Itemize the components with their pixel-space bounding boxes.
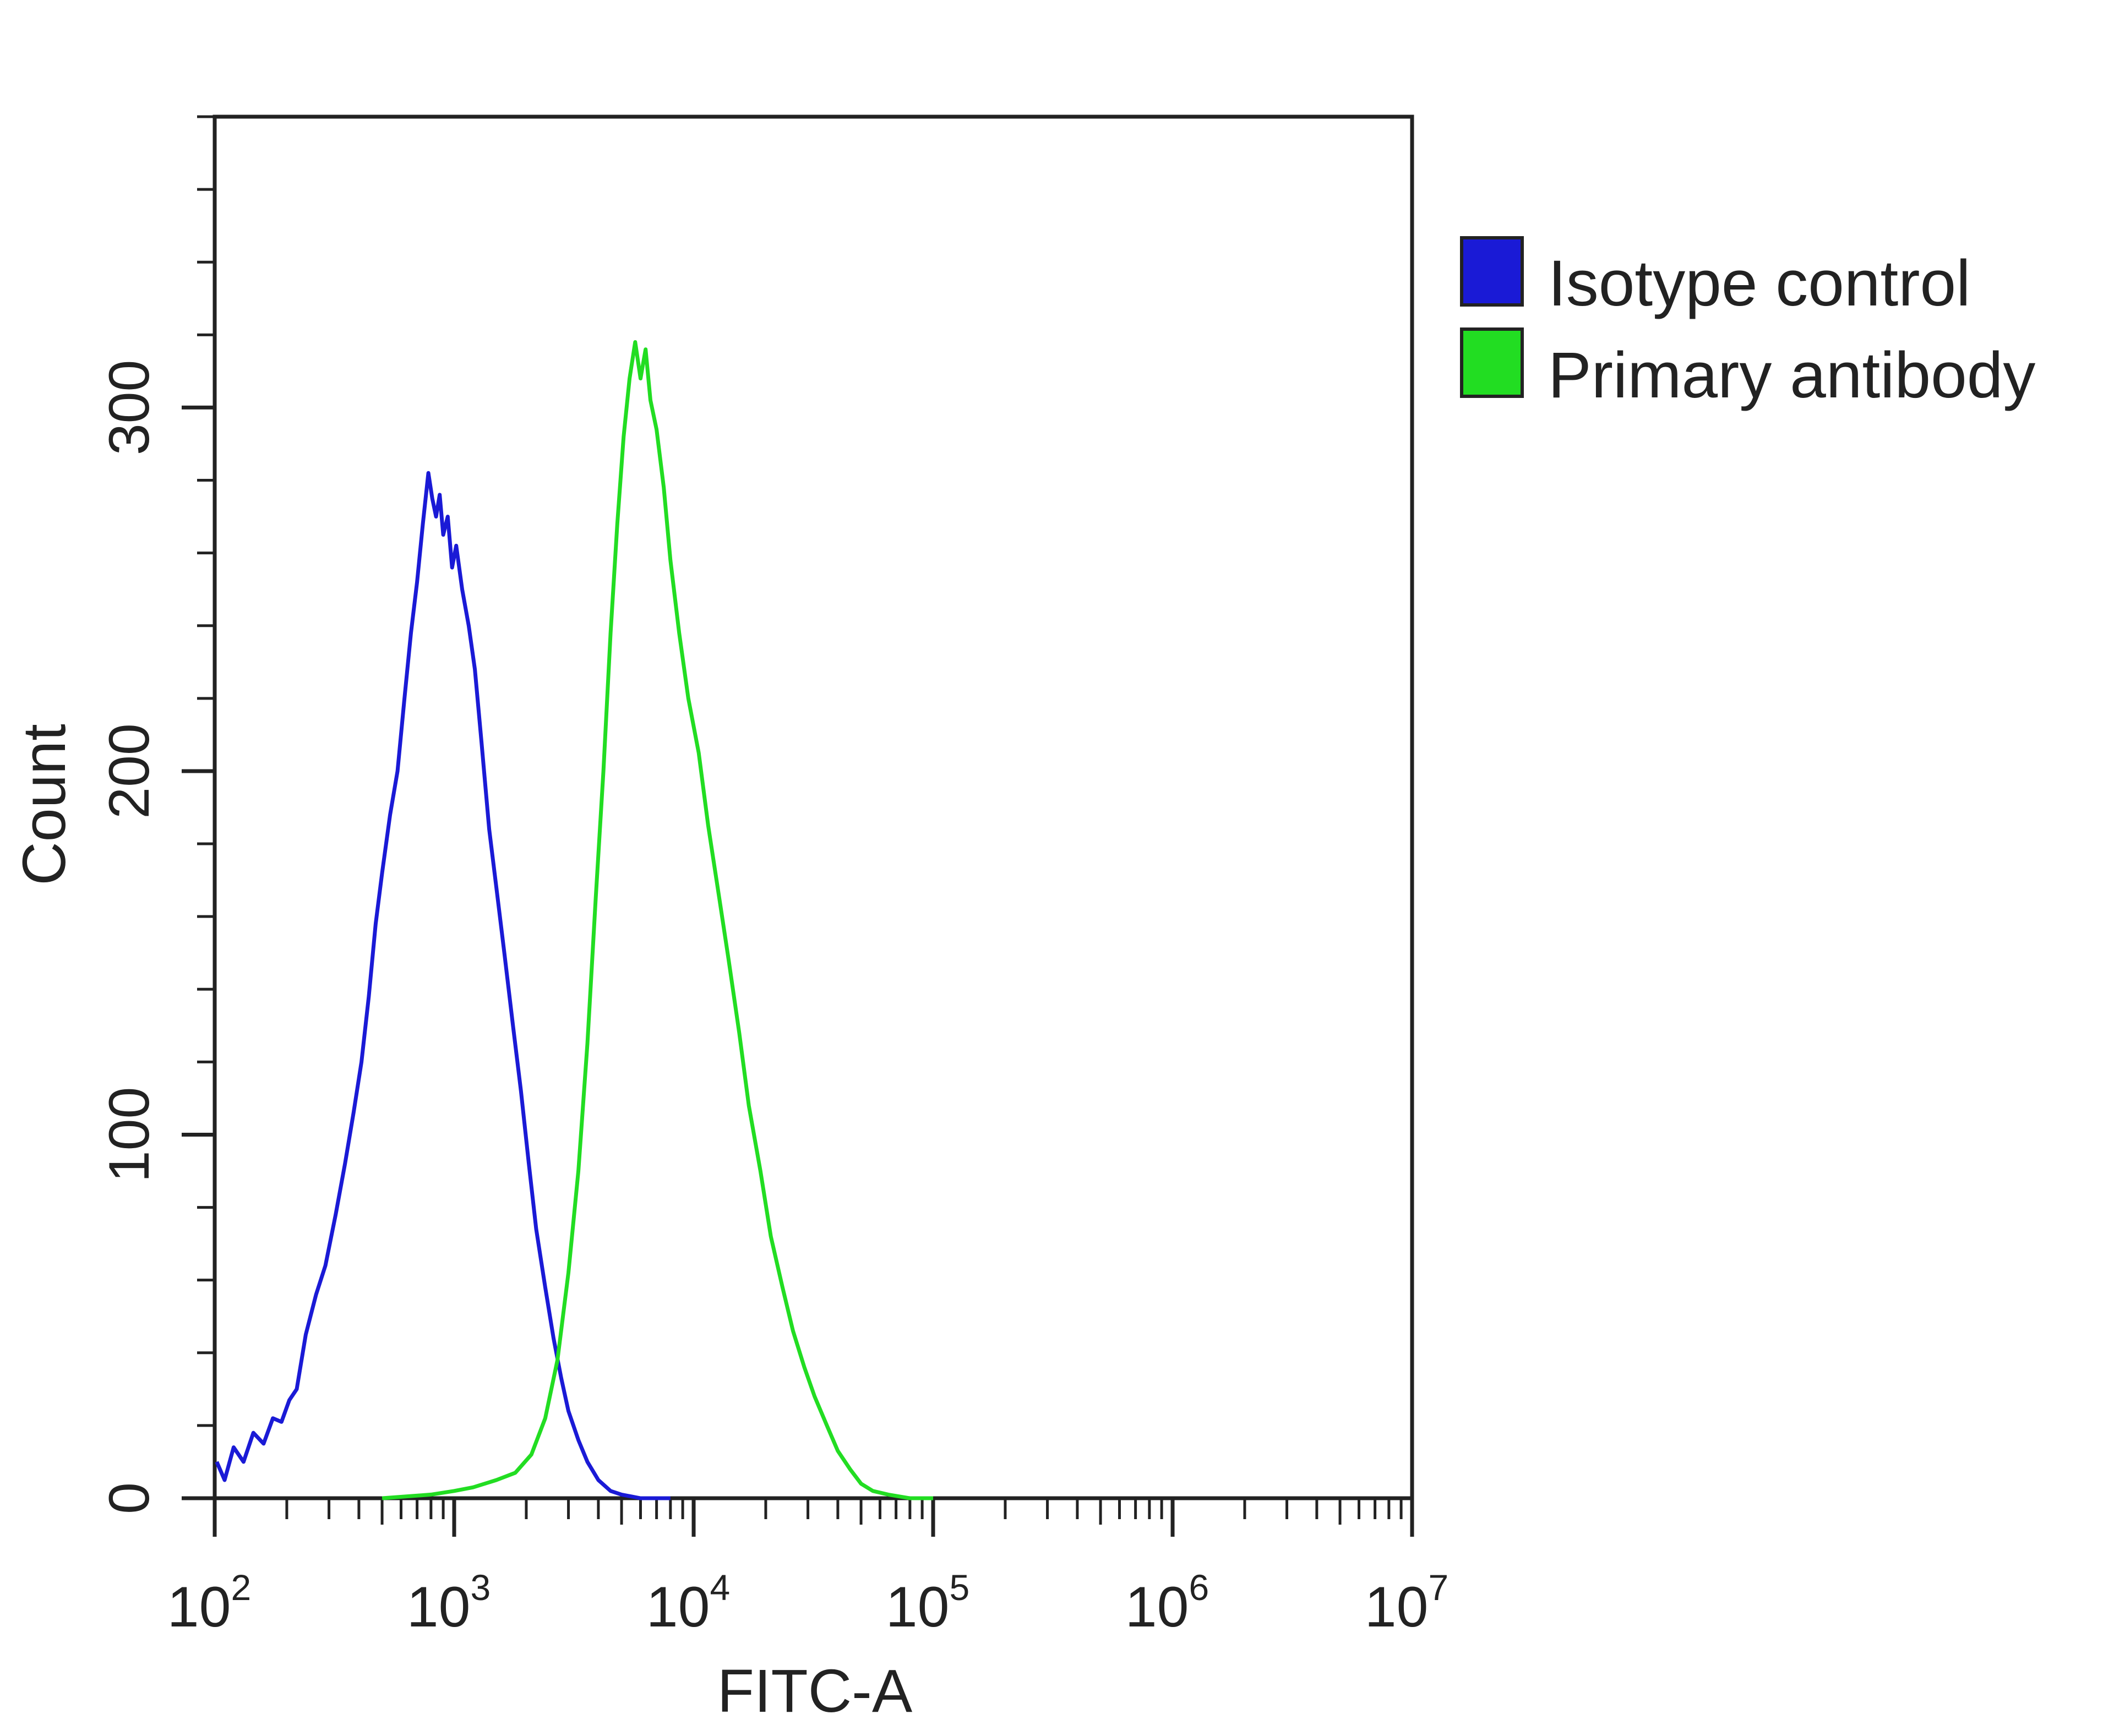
legend: Isotype control Primary antibody <box>1460 236 2035 412</box>
legend-swatch-primary-antibody <box>1460 327 1524 398</box>
y-tick-label: 300 <box>97 360 161 456</box>
y-axis-tick-labels: 0 100 200 300 <box>97 360 161 1514</box>
legend-swatch-isotype-control <box>1460 236 1524 307</box>
x-tick-label: 104 <box>646 1567 730 1639</box>
y-axis-title: Count <box>10 724 78 886</box>
legend-label-isotype-control: Isotype control <box>1548 247 1970 320</box>
x-axis-ticks <box>213 1498 1414 1537</box>
legend-label-primary-antibody: Primary antibody <box>1548 339 2035 412</box>
y-tick-label: 100 <box>97 1087 161 1183</box>
series-layer <box>215 340 933 1500</box>
series-line-isotype-control <box>215 471 671 1500</box>
x-tick-label: 105 <box>886 1567 969 1639</box>
x-tick-label: 102 <box>167 1567 251 1639</box>
series-line-primary-antibody <box>382 340 933 1500</box>
y-axis-ticks <box>182 115 215 1500</box>
plot-frame <box>213 114 1414 1500</box>
x-tick-label: 107 <box>1365 1567 1448 1639</box>
x-axis-tick-labels: 102 103 104 105 106 107 <box>167 1567 1448 1639</box>
x-tick-label: 106 <box>1125 1567 1209 1639</box>
x-axis-title: FITC-A <box>717 1657 913 1725</box>
y-tick-label: 0 <box>97 1482 161 1514</box>
y-tick-label: 200 <box>97 723 161 819</box>
x-tick-label: 103 <box>407 1567 491 1639</box>
